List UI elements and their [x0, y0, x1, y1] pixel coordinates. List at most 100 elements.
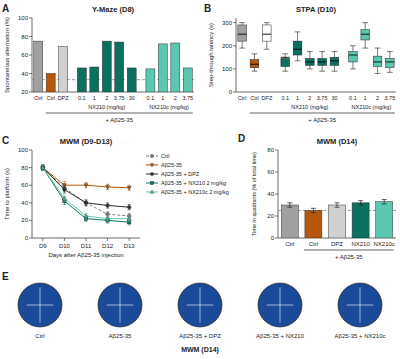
whisker — [242, 41, 243, 48]
error-line — [360, 201, 361, 205]
plot-area — [41, 165, 131, 225]
whisker-cap — [239, 22, 245, 23]
legend-label: Aβ25-35 + NX210c 2 mg/kg — [161, 189, 229, 195]
marker — [84, 201, 88, 205]
marker — [127, 186, 131, 190]
bar — [34, 41, 43, 92]
error-cap — [128, 213, 131, 214]
tick-label: D9 — [39, 243, 47, 249]
error-cap — [85, 205, 88, 206]
category-label: 2 — [174, 95, 177, 101]
whisker-cap — [332, 51, 338, 52]
annotation: + Aβ25-35 — [335, 254, 363, 260]
whisker-cap — [332, 71, 338, 72]
whisker — [365, 23, 366, 30]
y-tick — [29, 238, 32, 239]
whisker — [334, 65, 335, 71]
median — [250, 64, 259, 65]
whisker-cap — [387, 51, 393, 52]
panel-label: B — [204, 3, 211, 14]
error-bar — [106, 216, 109, 221]
whisker-cap — [264, 49, 270, 50]
error-cap — [106, 221, 109, 222]
error-bar — [106, 184, 109, 189]
bar — [376, 202, 393, 238]
category-label: 0.1 — [349, 95, 357, 101]
error-cap — [128, 204, 131, 205]
category-label: 0.1 — [78, 95, 86, 101]
y-tick — [233, 45, 236, 46]
category-label: DPZ — [331, 241, 343, 247]
marker — [41, 166, 45, 170]
error-bar — [63, 196, 66, 201]
title: MWM (D14) — [181, 346, 219, 354]
tick-label: 200 — [222, 43, 233, 49]
y-axis-label: Step-through latency (s) — [208, 23, 214, 87]
whisker-cap — [375, 48, 381, 49]
category-label: Ctrl — [34, 95, 43, 101]
bar — [281, 205, 298, 238]
whisker-cap — [375, 73, 381, 74]
bracket — [304, 250, 394, 251]
tick-label: 80 — [267, 147, 274, 153]
error-cap — [335, 202, 340, 203]
error-cap — [85, 182, 88, 183]
box — [373, 56, 382, 66]
category-label: NX210c — [374, 241, 395, 247]
error-cap — [85, 199, 88, 200]
legend-label: Aβ25-35 + NX210 2 mg/kg — [161, 180, 226, 186]
whisker-cap — [319, 71, 325, 72]
legend-label: Aβ25-35 — [161, 162, 182, 168]
bar — [329, 205, 346, 238]
tick-label: 0 — [229, 89, 233, 95]
bracket — [250, 113, 395, 114]
y-tick — [29, 92, 32, 93]
error-cap — [63, 204, 66, 205]
error-bar — [106, 212, 109, 217]
legend: CtrlAβ25-35Aβ25-35 + DPZAβ25-35 + NX210 … — [146, 153, 229, 195]
whisker — [352, 46, 353, 52]
median — [373, 61, 382, 62]
marker — [41, 166, 44, 169]
marker — [41, 166, 45, 170]
tick-label: 60 — [21, 52, 28, 58]
annotation: + Aβ25-35 — [308, 117, 336, 123]
panel-label: D — [238, 133, 245, 144]
error-cap — [106, 202, 109, 203]
marker — [62, 196, 66, 200]
annotation: + Aβ25-35 — [105, 117, 133, 123]
whisker — [297, 32, 298, 41]
median — [349, 55, 358, 56]
median — [281, 57, 290, 58]
whisker — [352, 62, 353, 69]
error-cap — [106, 211, 109, 212]
category-label: NX210 — [351, 241, 370, 247]
error-cap — [85, 206, 88, 207]
bar — [158, 44, 167, 92]
error-cap — [85, 200, 88, 201]
title: MWM (D14) — [317, 137, 358, 146]
legend-marker — [150, 181, 153, 184]
x-tick — [129, 238, 130, 241]
error-cap — [106, 223, 109, 224]
category-label: DPZ — [58, 95, 70, 101]
crosshair — [120, 287, 121, 322]
whisker — [389, 68, 390, 73]
error-cap — [106, 184, 109, 185]
whisker — [242, 23, 243, 25]
y-tick — [275, 150, 278, 151]
x-tick — [107, 238, 108, 241]
y-tick — [29, 150, 32, 151]
y-tick — [233, 22, 236, 23]
whisker — [285, 54, 286, 59]
group-label: NX210c (mg/kg) — [352, 104, 392, 110]
y-tick — [29, 220, 32, 221]
group-label: NX210 (mg/kg) — [291, 104, 328, 110]
error-cap — [311, 208, 316, 209]
pool — [258, 283, 302, 327]
error-cap — [63, 201, 66, 202]
error-bar — [382, 200, 387, 204]
box — [318, 58, 327, 65]
error-bar — [85, 200, 88, 205]
bar — [127, 68, 136, 92]
